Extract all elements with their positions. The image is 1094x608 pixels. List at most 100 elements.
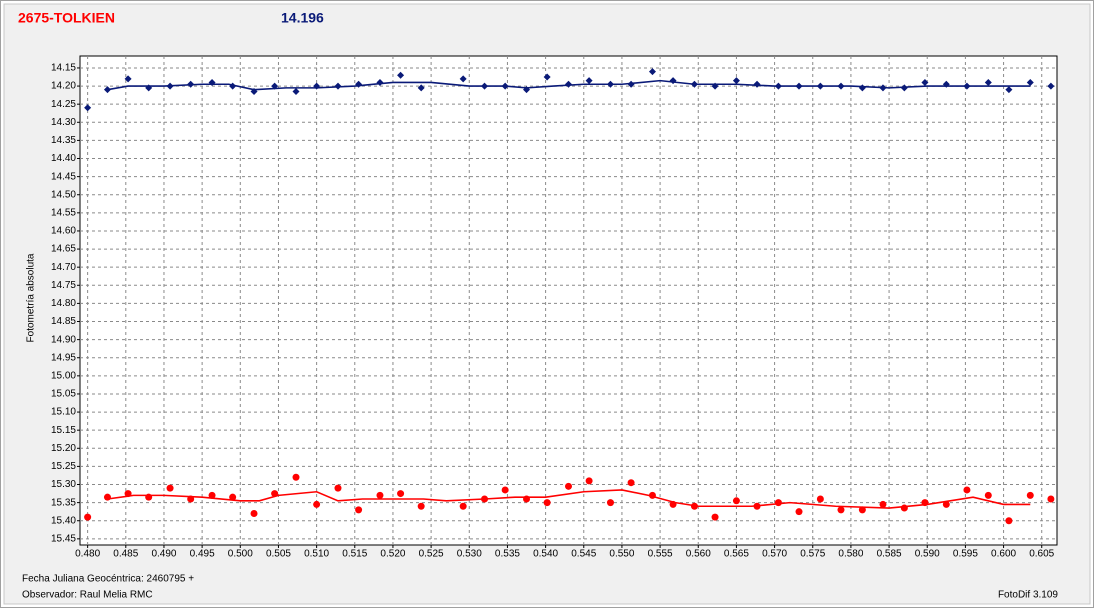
point (1047, 82, 1055, 90)
y-tick-label: 15.00 (51, 370, 76, 381)
chart-title: 2675-TOLKIEN (18, 10, 115, 26)
x-tick-label: 0.555 (648, 549, 673, 560)
point (166, 484, 174, 492)
fit-line (107, 79, 1031, 91)
x-tick-label: 0.530 (457, 549, 482, 560)
point (84, 104, 92, 112)
y-tick-label: 15.40 (51, 515, 76, 526)
point (774, 499, 782, 507)
y-tick-label: 15.30 (51, 479, 76, 490)
point (858, 506, 866, 514)
point (124, 75, 132, 83)
point (732, 497, 740, 505)
point (942, 500, 950, 508)
x-tick-label: 0.565 (724, 549, 749, 560)
point (103, 493, 111, 501)
point (1047, 495, 1055, 503)
point (84, 513, 92, 521)
x-tick-label: 0.525 (419, 549, 444, 560)
point (837, 506, 845, 514)
y-tick-label: 15.10 (51, 407, 76, 418)
y-tick-label: 14.65 (51, 244, 76, 255)
magnitude: 14.196 (281, 10, 324, 26)
point (417, 84, 425, 92)
software: FotoDif 3.109 (998, 590, 1058, 601)
y-tick-label: 14.80 (51, 298, 76, 309)
point (355, 506, 363, 514)
x-tick-label: 0.515 (342, 549, 367, 560)
y-tick-label: 15.05 (51, 389, 76, 400)
point (585, 77, 593, 85)
y-tick-label: 14.45 (51, 171, 76, 182)
point (732, 77, 740, 85)
point (250, 509, 258, 517)
y-tick-label: 15.45 (51, 533, 76, 544)
x-tick-label: 0.545 (571, 549, 596, 560)
point (1005, 86, 1013, 94)
point (795, 508, 803, 516)
point (376, 491, 384, 499)
point (501, 486, 509, 494)
point (984, 78, 992, 86)
plot-area (79, 55, 1058, 546)
y-tick-label: 14.20 (51, 81, 76, 92)
x-tick-label: 0.490 (151, 549, 176, 560)
point (292, 473, 300, 481)
point (543, 73, 551, 81)
x-tick-label: 0.550 (609, 549, 634, 560)
point (417, 502, 425, 510)
point (879, 500, 887, 508)
x-tick-label: 0.575 (800, 549, 825, 560)
x-tick-label: 0.495 (190, 549, 215, 560)
x-axis-label: Fecha Juliana Geocéntrica: 2460795 + (22, 574, 194, 585)
point (963, 486, 971, 494)
x-tick-label: 0.595 (953, 549, 978, 560)
point (921, 78, 929, 86)
point (711, 513, 719, 521)
y-tick-label: 14.35 (51, 135, 76, 146)
x-tick-label: 0.580 (838, 549, 863, 560)
y-axis-label: Fotometría absoluta (26, 253, 37, 342)
x-tick-label: 0.560 (686, 549, 711, 560)
point (585, 477, 593, 485)
x-tick-label: 0.540 (533, 549, 558, 560)
fit-line (107, 489, 1031, 509)
point (229, 493, 237, 501)
point (606, 499, 614, 507)
y-tick-label: 15.15 (51, 425, 76, 436)
y-tick-label: 15.20 (51, 443, 76, 454)
point (1026, 78, 1034, 86)
point (1026, 491, 1034, 499)
observer: Observador: Raul Melia RMC (22, 590, 153, 601)
x-tick-label: 0.520 (380, 549, 405, 560)
y-tick-label: 14.15 (51, 63, 76, 74)
x-tick-label: 0.485 (113, 549, 138, 560)
y-tick-label: 14.90 (51, 334, 76, 345)
point (1005, 517, 1013, 525)
point (648, 68, 656, 76)
x-tick-label: 0.605 (1029, 549, 1054, 560)
point (397, 71, 405, 79)
y-tick-label: 14.95 (51, 352, 76, 363)
y-tick-label: 15.25 (51, 461, 76, 472)
y-tick-label: 14.85 (51, 316, 76, 327)
point (397, 490, 405, 498)
x-tick-label: 0.480 (75, 549, 100, 560)
x-tick-label: 0.585 (877, 549, 902, 560)
y-tick-label: 14.70 (51, 262, 76, 273)
y-tick-label: 14.30 (51, 117, 76, 128)
point (292, 87, 300, 95)
point (627, 479, 635, 487)
x-tick-label: 0.535 (495, 549, 520, 560)
x-tick-label: 0.570 (762, 549, 787, 560)
point (208, 491, 216, 499)
point (565, 482, 572, 490)
x-tick-label: 0.505 (266, 549, 291, 560)
y-tick-label: 14.25 (51, 99, 76, 110)
y-tick-label: 14.40 (51, 153, 76, 164)
y-tick-label: 14.75 (51, 280, 76, 291)
y-tick-label: 14.50 (51, 189, 76, 200)
point (313, 500, 321, 508)
x-tick-label: 0.510 (304, 549, 329, 560)
